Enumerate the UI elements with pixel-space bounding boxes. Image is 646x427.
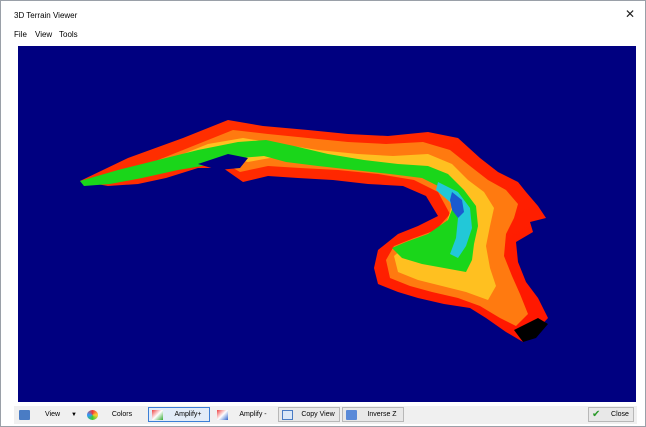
colors-button-label: Colors [111,411,133,418]
terrain-green-channel [80,140,478,272]
close-button[interactable]: ✔ Close [588,407,634,422]
title-bar: 3D Terrain Viewer ✕ [1,1,645,27]
chevron-down-icon: ▼ [71,411,77,418]
monitor-icon [19,409,30,420]
inverse-z-label: Inverse Z [367,411,397,418]
copy-view-label: Copy View [301,411,335,418]
terrain-yellow-band [128,138,496,300]
menu-bar: File View Tools [1,27,645,41]
amplify-minus-icon [217,409,228,420]
terrain-blue-pit [450,192,464,218]
amplify-plus-icon [152,409,163,420]
bottom-toolbar: View ▼ Colors Amplify+ Amplify - Copy Vi… [14,406,637,424]
terrain-3d-viewport[interactable] [18,46,636,402]
copy-icon [282,409,293,420]
menu-file[interactable]: File [14,30,27,39]
terrain-render [80,120,548,342]
amplify-minus-button[interactable]: Amplify - [214,407,274,422]
color-palette-icon [87,409,98,420]
close-button-label: Close [611,411,629,418]
terrain-black-tip [514,318,548,342]
amplify-minus-label: Amplify - [239,411,267,418]
close-icon[interactable]: ✕ [624,7,636,21]
amplify-plus-button[interactable]: Amplify+ [148,407,210,422]
inverse-z-button[interactable]: Inverse Z [342,407,404,422]
terrain-cyan-deep [436,182,472,258]
terrain-notch [198,154,248,170]
copy-view-button[interactable]: Copy View [278,407,340,422]
inverse-z-icon [346,409,357,420]
menu-tools[interactable]: Tools [59,30,78,39]
checkmark-icon: ✔ [592,408,601,420]
view-button[interactable]: View ▼ [16,407,80,422]
view-button-label: View [45,411,61,418]
amplify-plus-label: Amplify+ [174,411,202,418]
menu-view[interactable]: View [35,30,53,39]
colors-button[interactable]: Colors [84,407,142,422]
window-title: 3D Terrain Viewer [14,11,78,20]
